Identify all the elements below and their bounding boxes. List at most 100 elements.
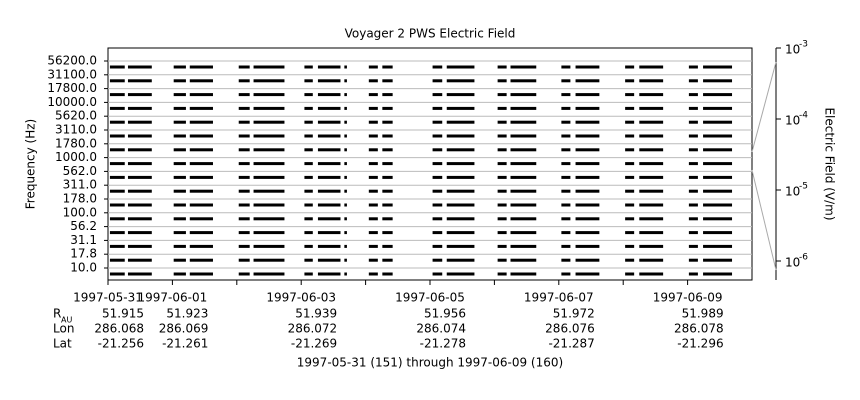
data-segment (382, 120, 393, 124)
data-segment (639, 148, 664, 152)
data-segment (446, 272, 475, 276)
data-segment (703, 203, 733, 207)
data-segment (189, 189, 213, 193)
data-segment (344, 79, 347, 83)
y2-tick-label: 10 (785, 113, 800, 127)
data-segment (304, 244, 313, 248)
data-segment (510, 258, 537, 262)
data-segment (561, 175, 571, 179)
data-segment (561, 65, 571, 69)
data-segment (639, 244, 664, 248)
ephemeris-value: 286.068 (94, 322, 144, 336)
data-segment (625, 189, 635, 193)
data-segment (575, 93, 600, 97)
data-segment (344, 93, 347, 97)
data-segment (127, 272, 152, 276)
data-segment (703, 231, 733, 235)
data-segment (304, 120, 313, 124)
data-segment (238, 65, 250, 69)
data-segment (639, 272, 664, 276)
data-segment (238, 162, 250, 166)
channel-label: 10000.0 (47, 95, 97, 109)
data-segment (317, 189, 341, 193)
data-segment (688, 217, 698, 221)
data-segment (109, 258, 125, 262)
data-segment (368, 203, 378, 207)
data-segment (561, 148, 571, 152)
data-segment (189, 175, 213, 179)
data-segment (625, 217, 635, 221)
data-segment (368, 134, 378, 138)
data-segment (561, 79, 571, 83)
data-segment (344, 217, 347, 221)
data-segment (688, 272, 698, 276)
data-segment (703, 189, 733, 193)
data-segment (173, 175, 186, 179)
y2-tick-exponent: -3 (799, 40, 808, 50)
data-segment (497, 203, 507, 207)
data-segment (173, 106, 186, 110)
data-segment (625, 106, 635, 110)
data-segment (304, 272, 313, 276)
data-segment (625, 272, 635, 276)
data-segment (510, 272, 537, 276)
ephemeris-value: 51.923 (166, 307, 208, 321)
data-segment (639, 120, 664, 124)
data-segment (625, 120, 635, 124)
data-segment (510, 93, 537, 97)
data-segment (344, 106, 347, 110)
data-segment (497, 217, 507, 221)
data-segment (561, 231, 571, 235)
data-segment (561, 203, 571, 207)
y2-tick-exponent: -4 (799, 110, 808, 120)
data-segment (189, 217, 213, 221)
data-segment (382, 217, 393, 221)
data-segment (510, 134, 537, 138)
data-segment (317, 134, 341, 138)
data-segment (382, 244, 393, 248)
data-segment (561, 189, 571, 193)
data-segment (304, 217, 313, 221)
data-segment (497, 106, 507, 110)
data-segment (432, 272, 443, 276)
data-segment (304, 65, 313, 69)
data-segment (368, 148, 378, 152)
data-segment (432, 148, 443, 152)
data-segment (382, 162, 393, 166)
channel-label: 1780.0 (55, 136, 97, 150)
data-segment (253, 272, 285, 276)
data-segment (109, 189, 125, 193)
data-segment (127, 217, 152, 221)
data-segment (127, 134, 152, 138)
data-segment (189, 203, 213, 207)
data-segment (173, 217, 186, 221)
y2-tick-exponent: -5 (799, 181, 808, 191)
connector (751, 61, 777, 153)
data-segment (382, 106, 393, 110)
channel-label: 178.0 (63, 192, 97, 206)
data-segment (173, 79, 186, 83)
channel-label: 100.0 (63, 205, 97, 219)
data-segment (688, 175, 698, 179)
data-segment (109, 93, 125, 97)
chart-title: Voyager 2 PWS Electric Field (345, 27, 516, 41)
data-segment (382, 272, 393, 276)
data-segment (317, 93, 341, 97)
data-segment (446, 106, 475, 110)
data-segment (688, 231, 698, 235)
data-segment (189, 79, 213, 83)
channel-label: 10.0 (70, 261, 97, 275)
data-segment (368, 258, 378, 262)
data-segment (317, 203, 341, 207)
data-segment (688, 134, 698, 138)
data-segment (497, 175, 507, 179)
x-tick-label: 1997-05-31 (73, 291, 143, 305)
data-segment (497, 258, 507, 262)
data-segment (497, 272, 507, 276)
channel-label: 31100.0 (47, 67, 97, 81)
data-segment (497, 120, 507, 124)
data-segment (238, 106, 250, 110)
data-segment (173, 162, 186, 166)
data-segment (238, 134, 250, 138)
data-segment (317, 120, 341, 124)
